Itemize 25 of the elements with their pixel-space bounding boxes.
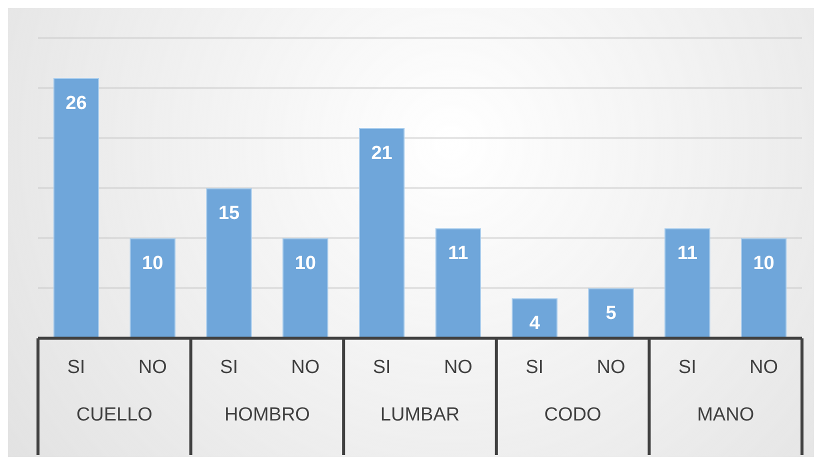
data-label: 11: [677, 242, 698, 264]
x-tick-label: NO: [596, 356, 626, 378]
text: HOMBRO: [224, 404, 310, 426]
data-label: 15: [218, 202, 240, 224]
data-label: 10: [753, 252, 774, 274]
x-tick-label: NO: [444, 356, 472, 378]
text: LUMBAR: [380, 404, 460, 426]
x-tick-label: SI: [372, 356, 391, 378]
x-tick-label: SI: [678, 356, 696, 378]
text: MANO: [697, 404, 754, 426]
data-label: 10: [142, 252, 164, 274]
data-label: 4: [529, 312, 540, 334]
data-label: 26: [66, 92, 87, 114]
data-label: 21: [371, 142, 393, 164]
x-tick-label: SI: [526, 356, 544, 378]
data-label: 5: [606, 302, 617, 324]
text: CUELLO: [76, 404, 152, 426]
x-tick-label: NO: [750, 356, 778, 378]
x-tick-label: SI: [220, 356, 238, 378]
x-tick-label: NO: [138, 356, 167, 378]
data-label: 11: [448, 242, 469, 264]
text: CODO: [544, 404, 602, 426]
x-tick-label: SI: [67, 356, 86, 378]
data-label: 10: [294, 252, 316, 274]
x-tick-label: NO: [291, 356, 320, 378]
